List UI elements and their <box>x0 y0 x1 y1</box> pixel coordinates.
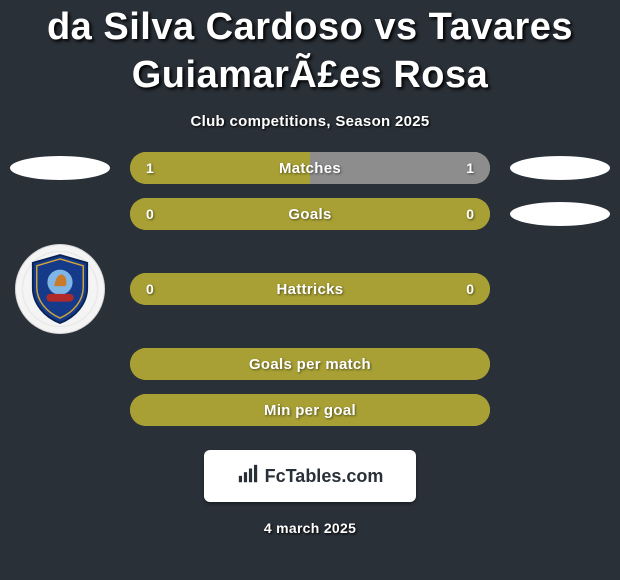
stat-bar: 0 Hattricks 0 <box>130 273 490 305</box>
stats-container: 1 Matches 1 0 Goals 0 0 Hattricks 0 Goal… <box>0 152 620 426</box>
stat-row: 0 Goals 0 <box>10 198 610 230</box>
stat-right-value: 0 <box>466 281 474 297</box>
subtitle: Club competitions, Season 2025 <box>190 113 429 130</box>
stat-label: Goals per match <box>249 356 371 373</box>
right-indicator-oval <box>510 202 610 226</box>
page-title: da Silva Cardoso vs Tavares GuiamarÃ£es … <box>0 0 620 99</box>
stat-label: Hattricks <box>277 281 344 298</box>
stat-left-value: 1 <box>146 160 154 176</box>
stat-bar: 1 Matches 1 <box>130 152 490 184</box>
brand-text: FcTables.com <box>265 466 384 487</box>
club-crest <box>15 244 105 334</box>
stat-row: Goals per match <box>10 348 610 380</box>
chart-icon <box>237 463 259 490</box>
stat-label: Goals <box>288 206 331 223</box>
stat-left-value: 0 <box>146 206 154 222</box>
stat-left-value: 0 <box>146 281 154 297</box>
brand-badge: FcTables.com <box>204 450 416 502</box>
stat-right-value: 0 <box>466 206 474 222</box>
stat-row: 0 Hattricks 0 <box>10 244 610 334</box>
stat-right-value: 1 <box>466 160 474 176</box>
stat-label: Matches <box>279 160 341 177</box>
date-label: 4 march 2025 <box>264 520 356 536</box>
stat-bar: Goals per match <box>130 348 490 380</box>
stat-bar: Min per goal <box>130 394 490 426</box>
left-indicator-oval <box>10 156 110 180</box>
stat-row: 1 Matches 1 <box>10 152 610 184</box>
stat-label: Min per goal <box>264 402 356 419</box>
stat-row: Min per goal <box>10 394 610 426</box>
right-indicator-oval <box>510 156 610 180</box>
stat-bar: 0 Goals 0 <box>130 198 490 230</box>
